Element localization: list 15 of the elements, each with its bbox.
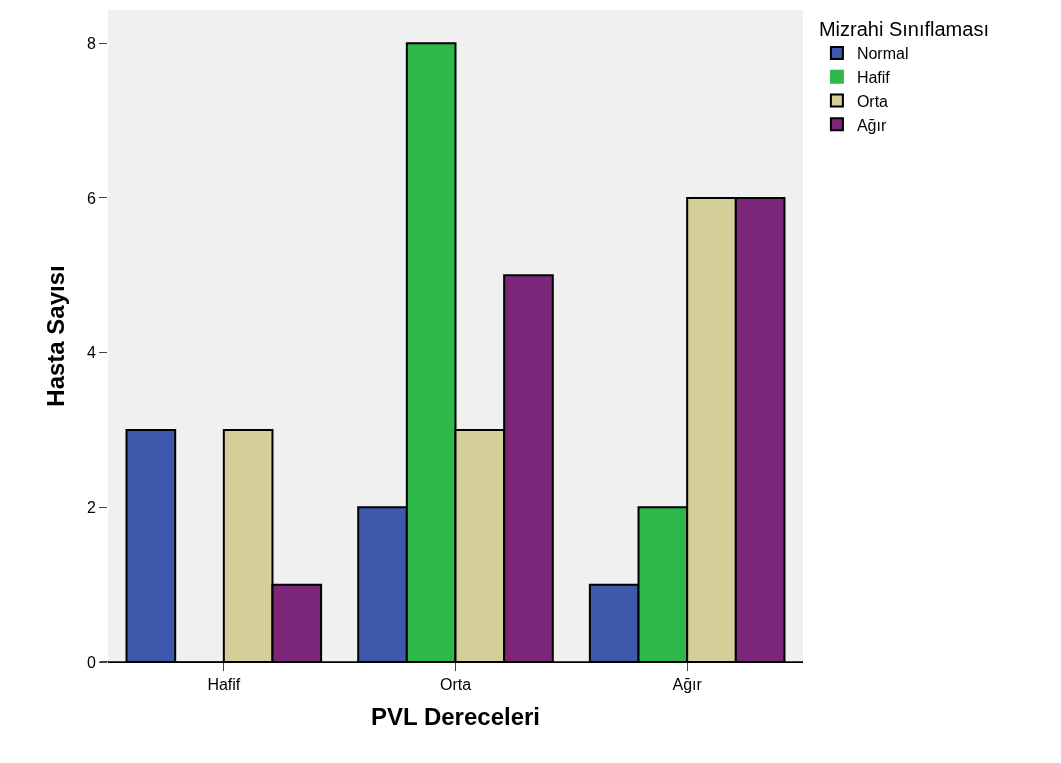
y-tick-label: 0	[86, 653, 96, 671]
y-axis-title: Hasta Sayısı	[41, 265, 69, 407]
legend-label: Hafif	[856, 68, 891, 86]
legend-label: Normal	[856, 45, 909, 63]
y-tick-label: 8	[86, 34, 96, 52]
y-tick-label: 4	[86, 344, 96, 362]
x-axis-title: PVL Dereceleri	[371, 702, 540, 730]
legend-label: Ağır	[856, 116, 887, 134]
x-tick-label: Hafif	[207, 676, 241, 694]
x-tick-label: Orta	[439, 676, 472, 694]
x-tick-label: Ağır	[672, 676, 703, 694]
legend-label: Orta	[856, 92, 889, 110]
y-tick-label: 2	[86, 498, 96, 516]
y-tick-label: 6	[86, 189, 96, 207]
legend-title: Mizrahi Sınıflaması	[818, 18, 989, 40]
